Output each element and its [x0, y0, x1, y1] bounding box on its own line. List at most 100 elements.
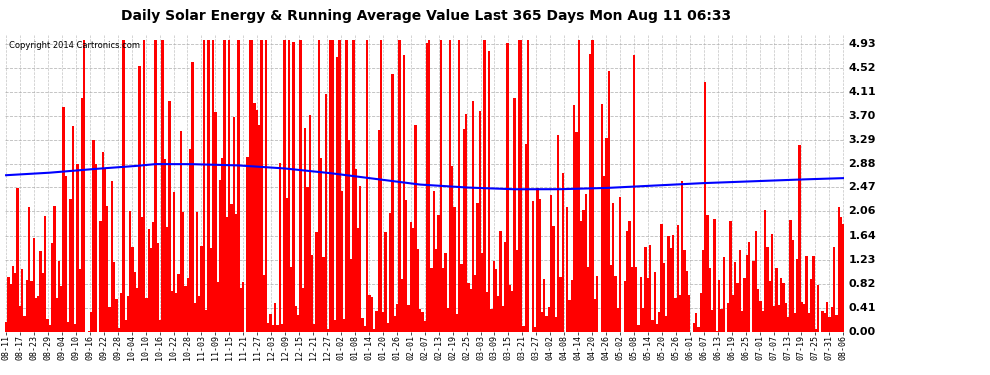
Bar — [833, 247, 836, 332]
Bar — [189, 149, 191, 332]
Bar — [347, 140, 349, 332]
Bar — [451, 166, 453, 332]
Bar — [92, 141, 95, 332]
Bar — [129, 211, 132, 332]
Bar — [541, 312, 544, 332]
Bar — [527, 40, 530, 332]
Text: Copyright 2014 Cartronics.com: Copyright 2014 Cartronics.com — [9, 41, 141, 50]
Bar — [481, 253, 483, 332]
Bar — [486, 292, 488, 332]
Bar — [217, 282, 219, 332]
Bar — [688, 295, 690, 332]
Bar — [796, 259, 799, 332]
Bar — [513, 98, 516, 332]
Bar — [163, 159, 166, 332]
Bar — [539, 199, 541, 332]
Bar — [469, 290, 472, 332]
Bar — [120, 293, 122, 332]
Bar — [346, 40, 347, 332]
Bar — [676, 225, 679, 332]
Bar — [472, 102, 474, 332]
Bar — [773, 306, 775, 332]
Bar — [732, 295, 734, 332]
Bar — [35, 298, 38, 332]
Bar — [785, 303, 787, 332]
Bar — [359, 186, 361, 332]
Bar — [792, 240, 794, 332]
Bar — [352, 40, 354, 332]
Bar — [754, 231, 757, 332]
Bar — [601, 104, 603, 332]
Text: Average  ($): Average ($) — [786, 21, 850, 30]
Bar — [730, 221, 732, 332]
Bar — [550, 195, 552, 332]
Bar — [506, 43, 509, 332]
Bar — [161, 40, 163, 332]
Text: 2.88: 2.88 — [848, 159, 876, 168]
Bar — [424, 321, 426, 332]
Bar — [681, 181, 683, 332]
Bar — [290, 267, 292, 332]
Bar — [771, 234, 773, 332]
Text: 0.00: 0.00 — [848, 327, 875, 337]
Bar — [146, 297, 148, 332]
Bar — [5, 322, 7, 332]
Bar — [258, 125, 260, 332]
Bar — [148, 230, 149, 332]
Text: 1.23: 1.23 — [848, 255, 876, 265]
Text: 0.82: 0.82 — [848, 279, 876, 289]
Bar — [495, 268, 497, 332]
Bar — [283, 40, 285, 332]
Bar — [344, 320, 346, 332]
Bar — [596, 276, 598, 332]
Bar — [458, 40, 460, 332]
Bar — [177, 274, 180, 332]
Bar — [757, 290, 759, 332]
Bar — [389, 213, 391, 332]
Text: 2.47: 2.47 — [848, 183, 876, 192]
Bar — [824, 313, 826, 332]
Bar — [552, 226, 554, 332]
Bar — [88, 331, 90, 332]
Bar — [76, 164, 78, 332]
Bar — [559, 278, 561, 332]
Bar — [316, 232, 318, 332]
Bar — [787, 316, 789, 332]
Bar — [242, 282, 245, 332]
Bar — [272, 325, 274, 332]
Bar — [651, 320, 653, 332]
Bar — [306, 187, 309, 332]
Bar — [665, 316, 667, 332]
Bar — [460, 264, 462, 332]
Bar — [26, 280, 28, 332]
Bar — [238, 40, 240, 332]
Bar — [269, 314, 272, 332]
Bar — [822, 311, 824, 332]
Bar — [81, 98, 83, 332]
Bar — [57, 261, 60, 332]
Bar — [354, 168, 356, 332]
Bar — [255, 110, 258, 332]
Bar — [557, 135, 559, 332]
Bar — [525, 144, 527, 332]
Bar — [10, 284, 12, 332]
Bar — [817, 285, 819, 332]
Bar — [433, 191, 435, 332]
Bar — [672, 235, 674, 332]
Bar — [455, 314, 458, 332]
Bar — [207, 40, 210, 332]
Bar — [568, 300, 571, 332]
Bar — [723, 257, 725, 332]
Bar — [711, 310, 714, 332]
Bar — [21, 269, 24, 332]
Bar — [812, 256, 815, 332]
Bar — [700, 293, 702, 332]
Bar — [184, 286, 187, 332]
Bar — [566, 207, 568, 332]
Bar — [349, 259, 352, 332]
Bar — [721, 309, 723, 332]
Bar — [31, 282, 33, 332]
Bar — [53, 207, 55, 332]
Text: 1.64: 1.64 — [848, 231, 876, 241]
Bar — [42, 273, 44, 332]
